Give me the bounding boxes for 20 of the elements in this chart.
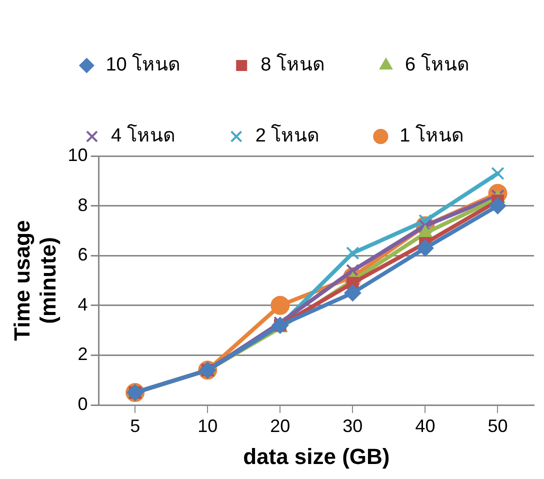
x-axis-title: data size (GB)	[243, 444, 390, 469]
legend-label: 8 โหนด	[260, 52, 324, 76]
y-axis-title: Time usage (minute)	[9, 220, 61, 341]
x-tick-label: 10	[198, 416, 218, 436]
y-tick-label: 10	[68, 144, 88, 165]
legend-label: 1 โหนด	[400, 124, 464, 147]
x-tick-label: 20	[270, 416, 290, 436]
y-tick-label: 2	[78, 344, 88, 364]
x-tick-label: 5	[130, 416, 140, 436]
y-tick-label: 6	[78, 244, 88, 265]
x-tick-label: 40	[415, 416, 436, 436]
legend-label: 4 โหนด	[110, 124, 175, 147]
y-tick-label: 4	[78, 294, 88, 314]
y-tick-label: 8	[78, 194, 88, 215]
legend-label: 10 โหนด	[106, 52, 180, 76]
legend-label: 6 โหนด	[404, 52, 469, 76]
y-tick-label: 0	[78, 394, 88, 414]
x-tick-label: 30	[342, 416, 363, 436]
x-tick-label: 50	[488, 416, 508, 436]
legend-label: 2 โหนด	[255, 124, 320, 147]
